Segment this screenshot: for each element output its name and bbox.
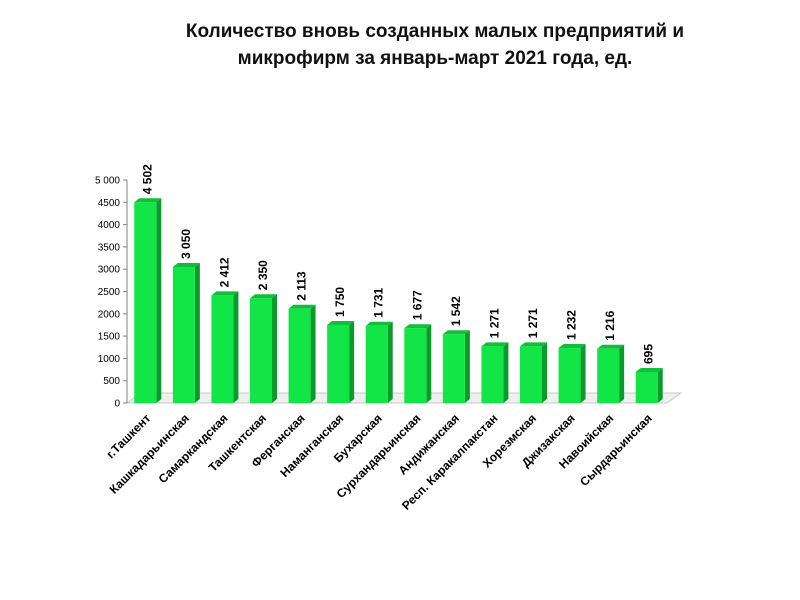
bar: [558, 344, 586, 403]
bar: [520, 342, 547, 403]
y-tick-label: 2000: [98, 309, 121, 320]
y-tick-label: 3500: [98, 242, 121, 253]
bar-side: [349, 320, 355, 403]
bar-front: [288, 308, 311, 403]
bar: [365, 321, 393, 403]
value-label: 1 750: [333, 287, 347, 317]
bar-top: [172, 262, 200, 267]
y-tick-label: 500: [103, 376, 120, 387]
bar: [134, 198, 162, 403]
bar-front: [404, 328, 427, 403]
bar: [211, 291, 239, 403]
bar-side: [272, 294, 277, 403]
bar-side: [464, 330, 470, 403]
bar-side: [542, 342, 547, 403]
value-label: 1 271: [526, 308, 540, 338]
bars: [134, 198, 663, 403]
bar: [172, 262, 200, 403]
bar-top: [134, 198, 162, 203]
category-label: Сырдарьинская: [577, 411, 655, 489]
bar-top: [597, 344, 625, 349]
value-label: 3 050: [179, 229, 193, 259]
value-label: 695: [642, 344, 656, 364]
y-tick-label: 4500: [98, 198, 121, 209]
y-tick-label: 1000: [98, 354, 121, 365]
bar-front: [597, 348, 620, 403]
chart-title: Количество вновь созданных малых предпри…: [185, 21, 685, 69]
bar: [597, 344, 625, 403]
bar-top: [365, 321, 393, 326]
value-label: 2 113: [295, 271, 309, 301]
bar-top: [481, 342, 509, 347]
y-tick-label: 5 000: [95, 176, 120, 187]
bar-side: [503, 342, 509, 403]
bar-front: [134, 202, 157, 403]
bar-top: [635, 368, 663, 373]
bar: [481, 342, 509, 403]
value-label: 1 232: [565, 310, 579, 340]
bar-top: [404, 324, 432, 329]
bar-front: [635, 372, 658, 403]
bar-top: [558, 344, 586, 349]
bar-side: [310, 304, 316, 403]
bar-front: [250, 298, 272, 403]
y-tick-label: 3000: [98, 265, 121, 276]
value-label: 1 542: [449, 296, 463, 326]
value-label: 4 502: [140, 164, 154, 194]
value-label: 1 271: [487, 308, 501, 338]
bar-front: [442, 334, 465, 403]
bar-side: [233, 291, 239, 403]
bar-side: [619, 344, 625, 403]
value-label: 2 412: [217, 257, 231, 287]
bar: [250, 294, 277, 403]
bar: [442, 330, 470, 403]
bar-top: [327, 320, 355, 325]
y-tick-label: 1500: [98, 332, 121, 343]
bar-top: [288, 304, 316, 309]
bar-side: [387, 321, 393, 403]
bar-front: [211, 295, 234, 403]
bar-front: [327, 324, 350, 403]
y-tick-label: 2500: [98, 287, 121, 298]
bar-side: [580, 344, 586, 403]
value-label: 1 216: [603, 310, 617, 340]
bar-side: [156, 198, 162, 403]
bar-side: [657, 368, 663, 403]
bar-top: [250, 294, 277, 299]
bar-top: [211, 291, 239, 296]
bar-front: [558, 348, 581, 403]
bar-front: [365, 325, 388, 403]
bar: [327, 320, 355, 403]
bar-side: [194, 262, 200, 403]
bar-front: [481, 346, 504, 403]
y-tick-label: 0: [114, 399, 120, 410]
bar-side: [426, 324, 432, 403]
category-label: Самаркандская: [156, 411, 231, 486]
bar: [404, 324, 432, 403]
bar-front: [520, 346, 542, 403]
bar-front: [172, 266, 195, 403]
bar: [635, 368, 663, 403]
value-label: 1 731: [372, 287, 386, 317]
bar-top: [442, 330, 470, 335]
y-axis: 0 500 1000 1500 2000 2500 3000 3500 4000 4500 5 00…: [95, 176, 128, 410]
y-tick-label: 4000: [98, 220, 121, 231]
value-label: 1 677: [410, 290, 424, 320]
bar-top: [520, 342, 547, 347]
value-label: 2 350: [256, 260, 270, 290]
bar: [288, 304, 316, 403]
